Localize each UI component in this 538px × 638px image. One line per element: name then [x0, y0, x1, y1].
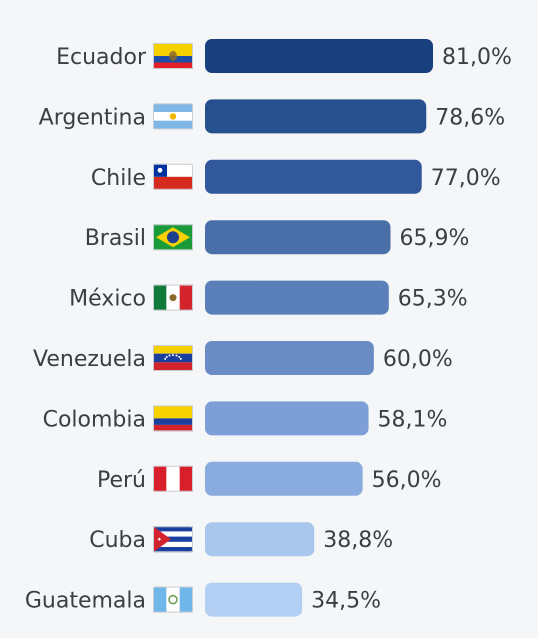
- flag-venezuela-icon: [153, 345, 193, 371]
- bar-chile: [205, 159, 422, 194]
- value-label-colombia: 58,1%: [378, 407, 448, 432]
- bar-guatemala: [205, 582, 303, 617]
- value-label-brasil: 65,9%: [399, 226, 469, 251]
- bar-mexico: [205, 280, 389, 315]
- category-label-chile: Chile: [91, 166, 146, 191]
- category-label-peru: Perú: [97, 468, 146, 493]
- category-label-argentina: Argentina: [39, 105, 146, 130]
- flag-chile-icon: [153, 163, 193, 190]
- bar-argentina: [205, 99, 427, 134]
- value-label-chile: 77,0%: [431, 166, 501, 191]
- flag-argentina-icon: [153, 103, 193, 130]
- flag-ecuador-icon: [153, 43, 193, 69]
- category-label-colombia: Colombia: [43, 407, 146, 432]
- value-label-mexico: 65,3%: [398, 287, 468, 312]
- bar-brasil: [205, 220, 391, 255]
- flag-colombia-icon: [153, 405, 193, 432]
- value-label-venezuela: 60,0%: [383, 347, 453, 372]
- flag-cuba-icon: [153, 526, 193, 553]
- value-label-peru: 56,0%: [372, 468, 442, 493]
- bar-colombia: [205, 401, 369, 436]
- flag-brazil-icon: [153, 224, 193, 251]
- bar-cuba: [205, 522, 315, 557]
- bar-ecuador: [205, 39, 433, 73]
- category-label-ecuador: Ecuador: [56, 45, 147, 70]
- value-label-argentina: 78,6%: [435, 105, 505, 130]
- category-label-guatemala: Guatemala: [25, 589, 146, 614]
- category-label-mexico: México: [69, 287, 146, 312]
- category-label-venezuela: Venezuela: [33, 347, 146, 372]
- category-label-brasil: Brasil: [85, 226, 146, 251]
- flag-mexico-icon: [153, 284, 193, 311]
- value-label-ecuador: 81,0%: [442, 45, 512, 70]
- bar-venezuela: [205, 341, 374, 375]
- value-label-cuba: 38,8%: [323, 528, 393, 553]
- category-label-cuba: Cuba: [89, 528, 146, 553]
- flag-peru-icon: [153, 465, 193, 492]
- bar-peru: [205, 461, 363, 496]
- value-label-guatemala: 34,5%: [311, 589, 381, 614]
- flag-guatemala-icon: [153, 586, 193, 613]
